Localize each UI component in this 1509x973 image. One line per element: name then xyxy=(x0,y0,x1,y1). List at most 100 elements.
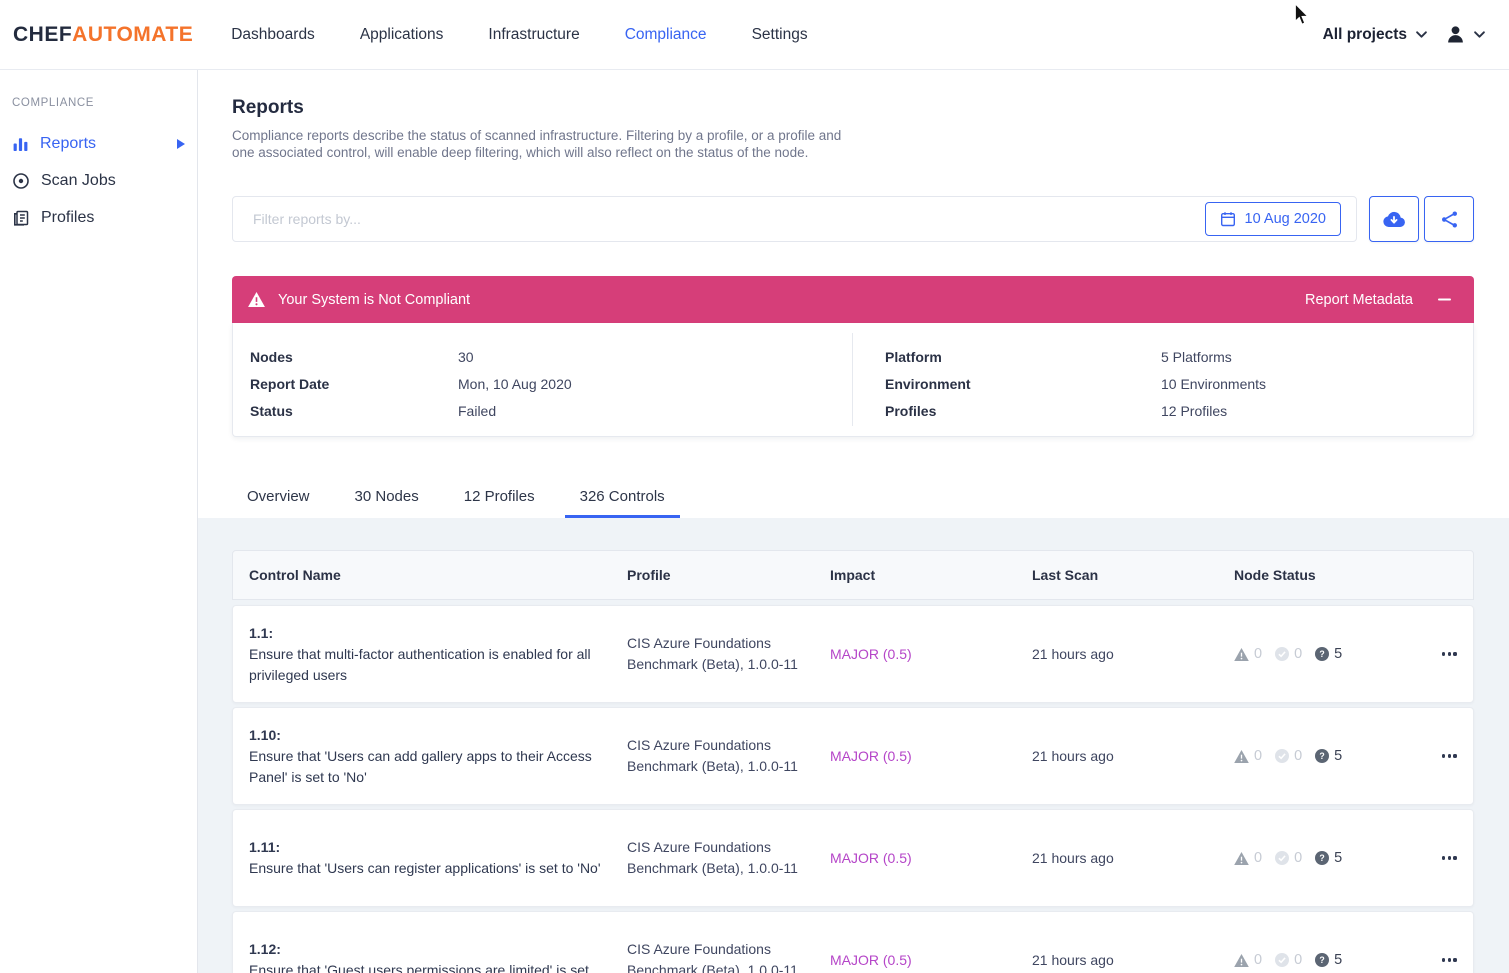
filter-toolbar: 10 Aug 2020 xyxy=(232,196,1474,242)
metadata-row-profiles: Profiles 12 Profiles xyxy=(885,403,1228,419)
download-report-button[interactable] xyxy=(1369,196,1419,242)
tab-overview[interactable]: Overview xyxy=(247,488,310,505)
control-name-cell: 1.12: Ensure that 'Guest users permissio… xyxy=(249,941,589,973)
impact-cell: MAJOR (0.5) xyxy=(830,747,912,764)
sidebar-item-reports[interactable]: Reports xyxy=(0,125,197,162)
compliance-sidebar: COMPLIANCE Reports Scan Jobs Profiles xyxy=(0,70,198,973)
check-circle-icon xyxy=(1275,953,1290,967)
page-title: Reports xyxy=(232,97,304,118)
svg-text:?: ? xyxy=(1319,751,1324,761)
profile-cell: CIS Azure Foundations Benchmark (Beta), … xyxy=(627,737,798,774)
check-circle-icon xyxy=(1275,647,1290,661)
tab-nodes[interactable]: 30 Nodes xyxy=(354,488,419,505)
metadata-row-platform: Platform 5 Platforms xyxy=(885,349,1232,365)
main-navigation: Dashboards Applications Infrastructure C… xyxy=(226,20,847,50)
sidebar-item-scan-jobs[interactable]: Scan Jobs xyxy=(0,162,197,199)
last-scan-cell: 21 hours ago xyxy=(1032,645,1114,662)
non-compliant-banner: Your System is Not Compliant Report Meta… xyxy=(232,276,1474,323)
warning-icon xyxy=(1234,647,1249,661)
projects-filter-dropdown[interactable]: All projects xyxy=(1323,26,1427,44)
top-navigation-bar: CHEF AUTOMATE Dashboards Applications Inf… xyxy=(0,0,1509,70)
check-circle-icon xyxy=(1275,749,1290,763)
check-circle-icon xyxy=(1275,851,1290,865)
failed-nodes-stat: 0 xyxy=(1234,644,1262,665)
control-row[interactable]: 1.1: Ensure that multi-factor authentica… xyxy=(232,605,1474,703)
metadata-divider xyxy=(852,333,853,426)
control-name-cell: 1.11: Ensure that 'Users can register ap… xyxy=(249,839,601,876)
impact-cell: MAJOR (0.5) xyxy=(830,849,912,866)
date-picker-button[interactable]: 10 Aug 2020 xyxy=(1204,202,1341,236)
metadata-row-report-date: Report Date Mon, 10 Aug 2020 xyxy=(250,376,572,392)
filter-reports-input[interactable] xyxy=(253,211,1205,227)
nav-item-dashboards[interactable]: Dashboards xyxy=(231,25,315,43)
control-row[interactable]: 1.11: Ensure that 'Users can register ap… xyxy=(232,809,1474,907)
skipped-nodes-stat: ? 5 xyxy=(1315,848,1342,869)
row-menu-button[interactable] xyxy=(1438,644,1461,663)
chevron-down-icon xyxy=(1474,31,1485,38)
failed-nodes-stat: 0 xyxy=(1234,848,1262,869)
radar-icon xyxy=(13,172,29,189)
page-description: Compliance reports describe the status o… xyxy=(232,128,842,160)
collapse-metadata-button[interactable] xyxy=(1435,291,1453,309)
sidebar-item-profiles[interactable]: Profiles xyxy=(0,199,197,236)
row-menu-button[interactable] xyxy=(1438,848,1461,867)
last-scan-cell: 21 hours ago xyxy=(1032,747,1114,764)
control-row[interactable]: 1.12: Ensure that 'Guest users permissio… xyxy=(232,911,1474,973)
profiles-icon xyxy=(14,210,29,226)
svg-text:?: ? xyxy=(1319,649,1324,659)
share-report-button[interactable] xyxy=(1424,196,1474,242)
warning-icon xyxy=(1234,953,1249,967)
nav-item-settings[interactable]: Settings xyxy=(751,25,808,43)
question-circle-icon: ? xyxy=(1315,647,1330,661)
svg-text:?: ? xyxy=(1319,955,1324,965)
sidebar-item-label: Profiles xyxy=(41,208,95,226)
control-row[interactable]: 1.10: Ensure that 'Users can add gallery… xyxy=(232,707,1474,805)
mouse-cursor xyxy=(1294,4,1309,25)
impact-cell: MAJOR (0.5) xyxy=(830,645,912,662)
user-menu[interactable] xyxy=(1445,24,1485,45)
date-picker-label: 10 Aug 2020 xyxy=(1244,211,1326,227)
metadata-row-status: Status Failed xyxy=(250,403,497,419)
node-status-cell: 0 0 ? 5 xyxy=(1234,644,1438,665)
logo-automate-text: AUTOMATE xyxy=(72,22,194,46)
passed-nodes-stat: 0 xyxy=(1275,644,1302,665)
node-status-cell: 0 0 ? 5 xyxy=(1234,950,1438,971)
metadata-row-nodes: Nodes 30 xyxy=(250,349,474,365)
column-header-impact: Impact xyxy=(830,567,876,583)
warning-icon xyxy=(1234,749,1249,763)
column-header-last-scan: Last Scan xyxy=(1032,567,1099,583)
profile-cell: CIS Azure Foundations Benchmark (Beta), … xyxy=(627,635,798,672)
controls-table-section: Control Name Profile Impact Last Scan No… xyxy=(198,518,1509,973)
sidebar-section-label: COMPLIANCE xyxy=(12,97,95,109)
nav-item-applications[interactable]: Applications xyxy=(359,25,444,43)
minus-icon xyxy=(1437,298,1451,301)
chef-automate-logo[interactable]: CHEF AUTOMATE xyxy=(13,23,193,47)
controls-table-header: Control Name Profile Impact Last Scan No… xyxy=(232,550,1474,600)
question-circle-icon: ? xyxy=(1315,851,1330,865)
node-status-cell: 0 0 ? 5 xyxy=(1234,746,1438,767)
column-header-profile: Profile xyxy=(627,567,671,583)
passed-nodes-stat: 0 xyxy=(1275,950,1302,971)
skipped-nodes-stat: ? 5 xyxy=(1315,746,1342,767)
last-scan-cell: 21 hours ago xyxy=(1032,849,1114,866)
tab-controls[interactable]: 326 Controls xyxy=(564,478,680,518)
question-circle-icon: ? xyxy=(1315,953,1330,967)
bar-chart-icon xyxy=(13,138,28,151)
impact-cell: MAJOR (0.5) xyxy=(830,951,912,968)
nav-item-infrastructure[interactable]: Infrastructure xyxy=(488,25,580,43)
share-icon xyxy=(1441,210,1457,228)
profile-cell: CIS Azure Foundations Benchmark (Beta), … xyxy=(627,941,798,973)
question-circle-icon: ? xyxy=(1315,749,1330,763)
nav-item-compliance[interactable]: Compliance xyxy=(624,25,707,43)
control-name-cell: 1.10: Ensure that 'Users can add gallery… xyxy=(249,726,592,785)
projects-filter-label: All projects xyxy=(1322,25,1407,43)
row-menu-button[interactable] xyxy=(1438,950,1461,969)
sidebar-item-label: Reports xyxy=(40,134,97,152)
banner-message: Your System is Not Compliant xyxy=(278,291,471,308)
control-name-cell: 1.1: Ensure that multi-factor authentica… xyxy=(249,624,591,683)
passed-nodes-stat: 0 xyxy=(1275,746,1302,767)
tab-profiles[interactable]: 12 Profiles xyxy=(463,488,535,505)
row-menu-button[interactable] xyxy=(1438,746,1461,765)
calendar-icon xyxy=(1220,212,1235,227)
node-status-cell: 0 0 ? 5 xyxy=(1234,848,1438,869)
